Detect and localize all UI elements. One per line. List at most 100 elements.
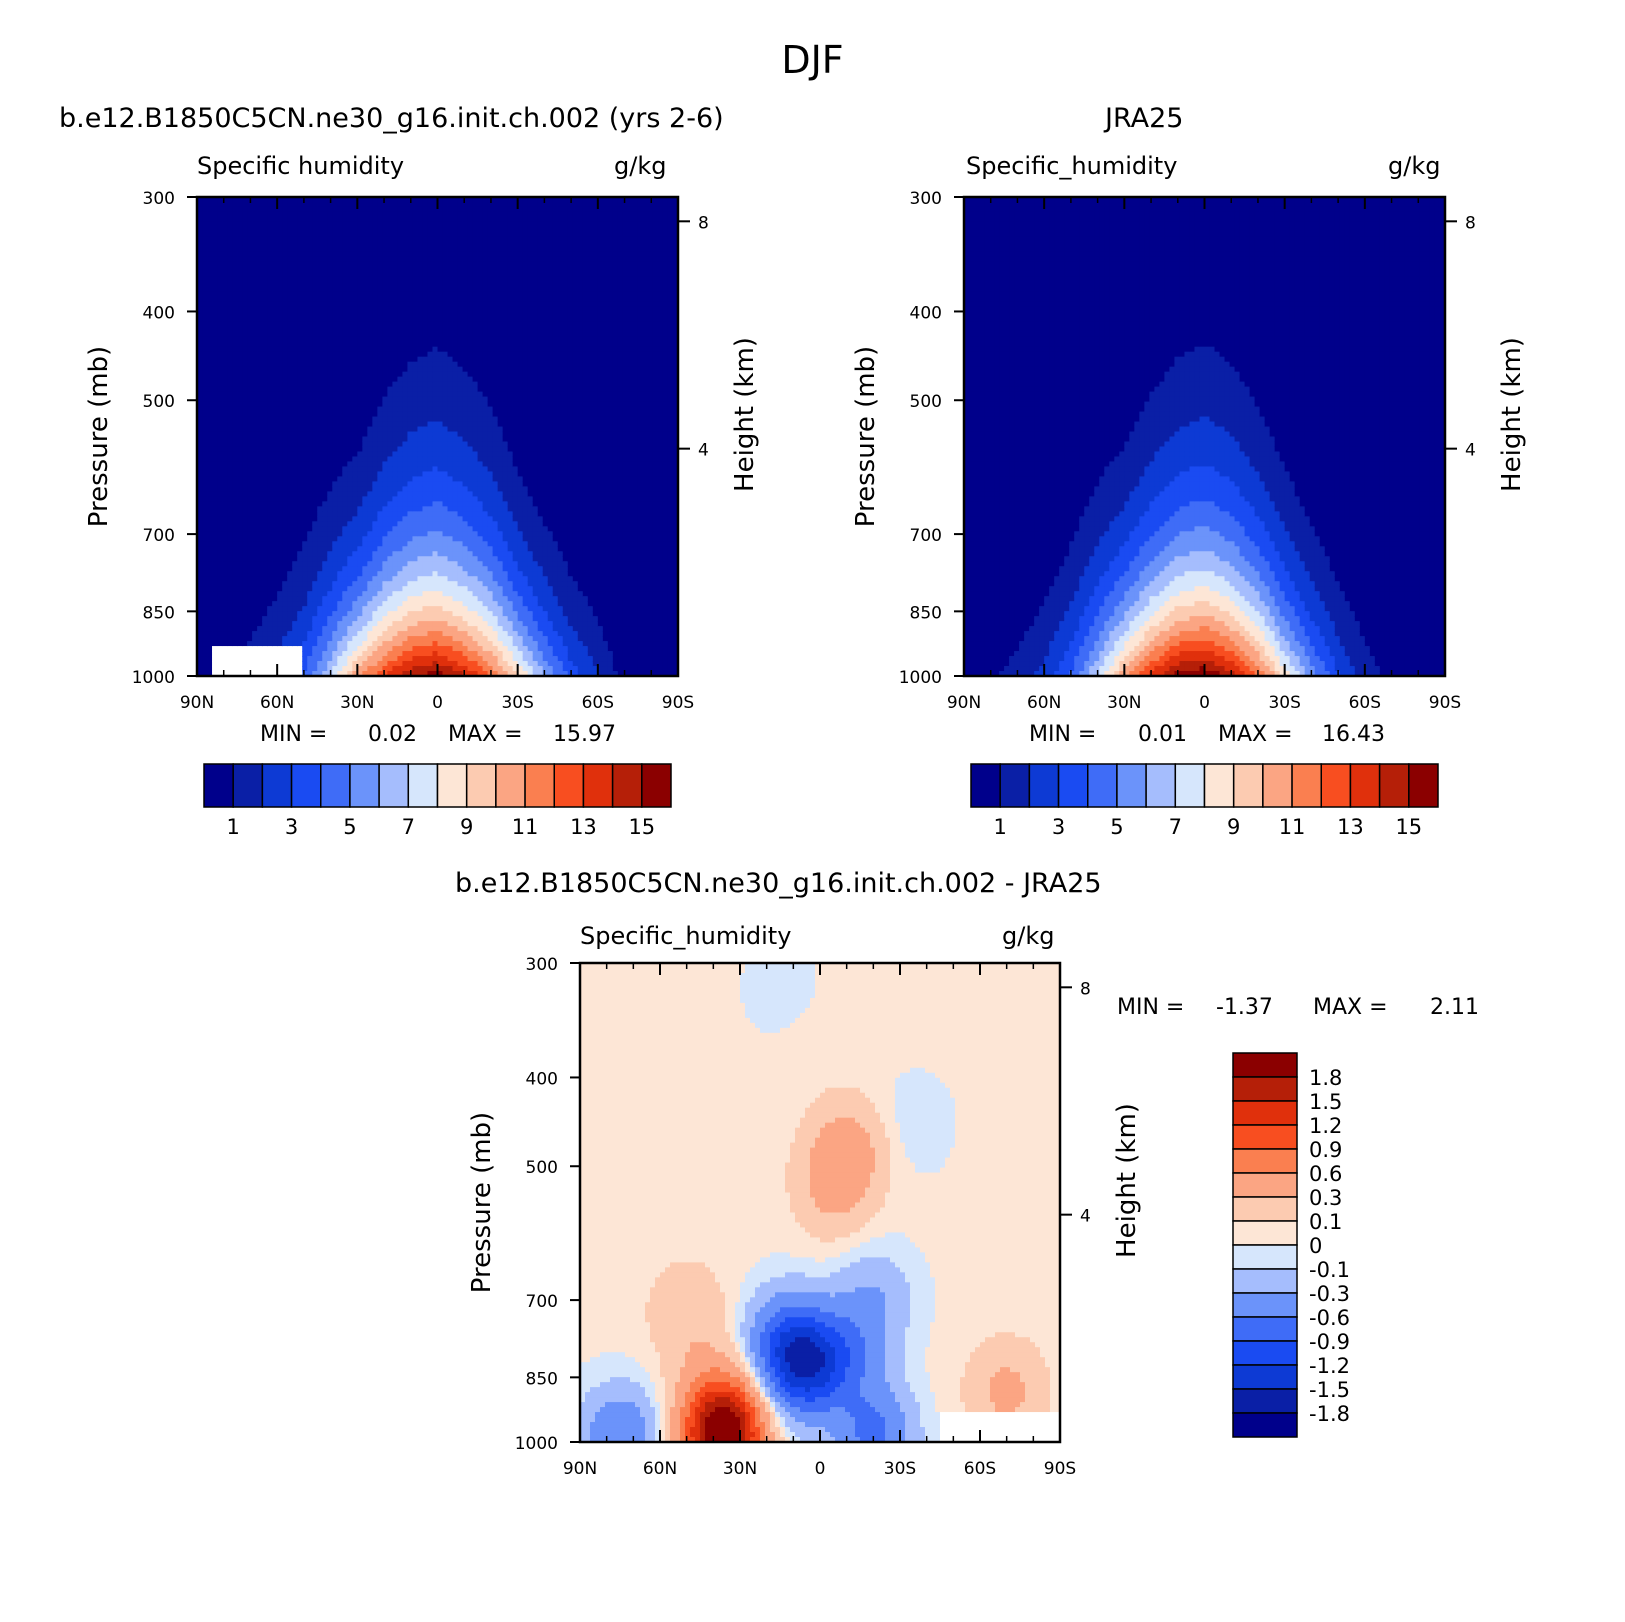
- contour-cell: [222, 491, 228, 497]
- contour-cell: [317, 596, 323, 602]
- contour-cell: [247, 601, 253, 607]
- contour-cell: [392, 202, 398, 208]
- contour-cell: [217, 257, 223, 263]
- contour-cell: [277, 461, 283, 467]
- contour-cell: [337, 242, 343, 248]
- contour-cell: [342, 432, 348, 438]
- contour-cell: [357, 387, 363, 393]
- contour-cell: [342, 456, 348, 462]
- contour-cell: [392, 327, 398, 333]
- contour-cell: [237, 481, 243, 487]
- contour-cell: [347, 262, 353, 268]
- contour-cell: [282, 362, 288, 368]
- contour-cell: [412, 506, 418, 512]
- contour-cell: [212, 621, 218, 627]
- contour-cell: [357, 611, 363, 617]
- contour-cell: [247, 541, 253, 547]
- contour-cell: [312, 566, 318, 572]
- contour-cell: [227, 626, 233, 632]
- contour-cell: [242, 546, 248, 552]
- contour-cell: [367, 641, 373, 647]
- contour-cell: [357, 536, 363, 542]
- contour-cell: [357, 616, 363, 622]
- contour-cell: [322, 337, 328, 343]
- contour-cell: [232, 367, 238, 373]
- contour-cell: [257, 257, 263, 263]
- contour-cell: [372, 297, 378, 303]
- contour-cell: [267, 581, 273, 587]
- contour-cell: [342, 596, 348, 602]
- contour-cell: [202, 432, 208, 438]
- contour-cell: [327, 432, 333, 438]
- contour-cell: [407, 581, 413, 587]
- contour-cell: [292, 322, 298, 328]
- contour-cell: [392, 317, 398, 323]
- contour-cell: [242, 327, 248, 333]
- contour-cell: [257, 551, 263, 557]
- contour-cell: [377, 591, 383, 597]
- contour-cell: [412, 656, 418, 662]
- contour-cell: [362, 511, 368, 517]
- contour-cell: [277, 362, 283, 368]
- contour-cell: [327, 651, 333, 657]
- contour-cell: [272, 382, 278, 388]
- contour-cell: [337, 546, 343, 552]
- contour-cell: [277, 621, 283, 627]
- contour-cell: [202, 521, 208, 527]
- contour-cell: [347, 302, 353, 308]
- contour-cell: [302, 367, 308, 373]
- contour-cell: [367, 282, 373, 288]
- contour-cell: [287, 392, 293, 398]
- contour-cell: [222, 412, 228, 418]
- contour-cell: [277, 576, 283, 582]
- contour-cell: [297, 222, 303, 228]
- contour-cell: [417, 202, 423, 208]
- contour-cell: [372, 292, 378, 298]
- contour-cell: [352, 641, 358, 647]
- contour-cell: [232, 651, 238, 657]
- contour-cell: [212, 511, 218, 517]
- contour-cell: [377, 217, 383, 223]
- contour-cell: [282, 541, 288, 547]
- contour-cell: [232, 626, 238, 632]
- contour-cell: [377, 551, 383, 557]
- contour-cell: [232, 446, 238, 452]
- contour-cell: [232, 232, 238, 238]
- contour-cell: [397, 536, 403, 542]
- contour-cell: [212, 252, 218, 258]
- contour-cell: [357, 302, 363, 308]
- contour-cell: [282, 526, 288, 532]
- contour-cell: [207, 636, 213, 642]
- contour-cell: [377, 596, 383, 602]
- contour-cell: [307, 501, 313, 507]
- contour-cell: [232, 601, 238, 607]
- contour-cell: [407, 382, 413, 388]
- contour-cell: [302, 412, 308, 418]
- contour-cell: [202, 342, 208, 348]
- contour-cell: [287, 446, 293, 452]
- contour-cell: [382, 556, 388, 562]
- contour-cell: [402, 297, 408, 303]
- contour-cell: [407, 332, 413, 338]
- contour-cell: [357, 252, 363, 258]
- contour-cell: [387, 441, 393, 447]
- contour-cell: [222, 427, 228, 433]
- contour-cell: [207, 656, 213, 662]
- contour-cell: [262, 526, 268, 532]
- contour-cell: [242, 481, 248, 487]
- contour-cell: [342, 217, 348, 223]
- contour-cell: [397, 576, 403, 582]
- contour-cell: [332, 551, 338, 557]
- contour-cell: [397, 606, 403, 612]
- contour-cell: [232, 496, 238, 502]
- contour-cell: [377, 387, 383, 393]
- contour-cell: [212, 601, 218, 607]
- contour-cell: [217, 576, 223, 582]
- contour-cell: [387, 347, 393, 353]
- contour-cell: [277, 407, 283, 413]
- contour-cell: [257, 292, 263, 298]
- contour-cell: [352, 222, 358, 228]
- contour-cell: [327, 476, 333, 482]
- contour-cell: [407, 302, 413, 308]
- contour-cell: [202, 202, 208, 208]
